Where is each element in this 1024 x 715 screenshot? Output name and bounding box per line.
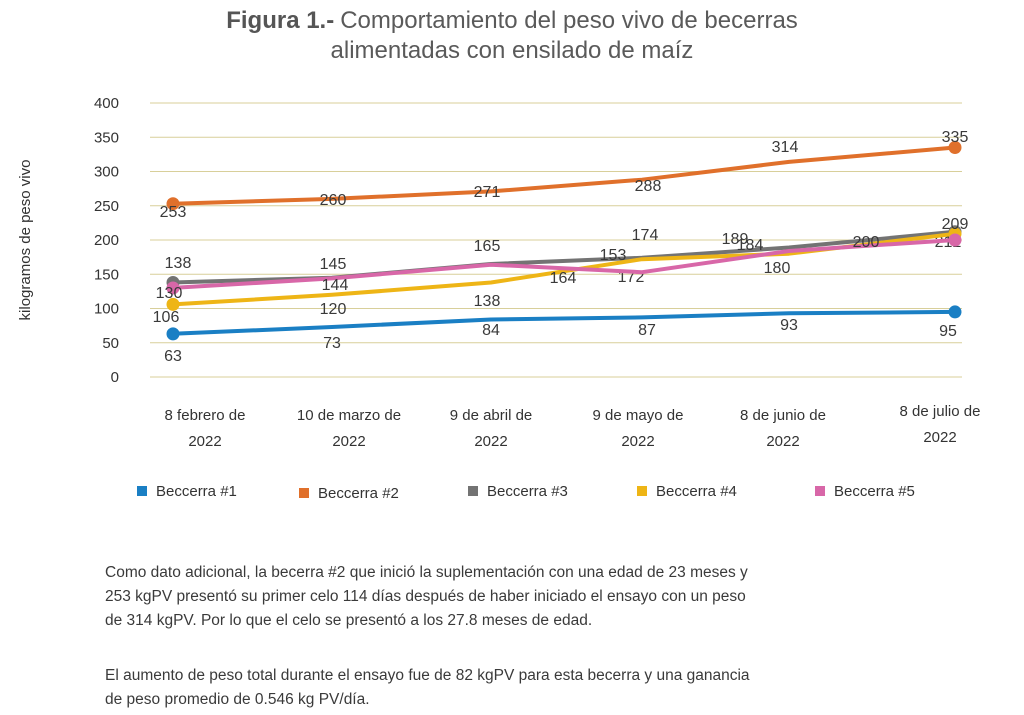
series-1-marker (166, 327, 180, 341)
data-label: 153 (600, 247, 627, 264)
data-label: 63 (164, 348, 182, 365)
x-tick-label: 8 febrero de (165, 407, 246, 424)
figure-label: Figura 1.- (226, 7, 335, 34)
data-label: 260 (320, 192, 347, 209)
figure-title-line-2: alimentadas con ensilado de maíz (330, 37, 694, 64)
series-line-1 (171, 309, 957, 336)
x-tick-label: 2022 (621, 433, 654, 450)
x-tick-label: 9 de mayo de (593, 407, 684, 424)
figure-title-text-1: Comportamiento del peso vivo de becerras (340, 7, 798, 34)
series-line-5 (171, 238, 957, 290)
legend-swatch-2 (299, 488, 309, 498)
line-chart: 0 50 100 150 200 250 300 350 400 kilogramos de pe… (17, 95, 981, 502)
paragraph-2-line-1: El aumento de peso total durante el ensa… (105, 667, 750, 684)
y-tick-label: 400 (94, 95, 119, 112)
y-tick-label: 0 (111, 369, 119, 386)
legend-label-1: Beccerra #1 (156, 483, 237, 500)
paragraph-1: Como dato adicional, la becerra #2 que i… (105, 561, 965, 633)
data-label: 144 (322, 277, 349, 294)
data-label: 174 (632, 227, 659, 244)
series-4-marker (166, 297, 180, 311)
x-tick-label: 9 de abril de (450, 407, 533, 424)
y-tick-label: 50 (102, 335, 119, 352)
legend-label-4: Beccerra #4 (656, 483, 737, 500)
x-tick-label: 2022 (188, 433, 221, 450)
y-tick-label: 350 (94, 129, 119, 146)
paragraph-1-line-1: Como dato adicional, la becerra #2 que i… (105, 564, 748, 581)
data-label: 84 (482, 322, 500, 339)
y-tick-label: 250 (94, 198, 119, 215)
data-label: 189 (722, 231, 749, 248)
data-label: 288 (635, 178, 662, 195)
series-1-marker (948, 305, 962, 319)
x-tick-label: 2022 (766, 433, 799, 450)
series-5-marker (166, 281, 180, 295)
y-tick-label: 200 (94, 232, 119, 249)
data-label: 120 (320, 301, 347, 318)
data-label: 164 (550, 270, 577, 287)
data-label: 73 (323, 335, 341, 352)
data-label: 93 (780, 317, 798, 334)
series-2-marker (948, 141, 962, 155)
data-label: 138 (165, 255, 192, 272)
data-label: 271 (474, 184, 501, 201)
paragraph-2: El aumento de peso total durante el ensa… (105, 664, 965, 712)
paragraph-1-line-2: 253 kgPV presentó su primer celo 114 día… (105, 588, 746, 605)
paragraph-1-line-3: de 314 kgPV. Por lo que el celo se prese… (105, 612, 593, 629)
data-label: 184 (737, 237, 764, 254)
legend-swatch-3 (468, 486, 478, 496)
series-5-marker (948, 233, 962, 247)
x-tick-label: 8 de junio de (740, 407, 826, 424)
x-tick-label: 2022 (923, 429, 956, 446)
data-label: 106 (153, 309, 180, 326)
y-axis-label: kilogramos de peso vivo (17, 160, 34, 321)
data-label: 180 (764, 260, 791, 277)
figure-title-line-1: Figura 1.- Comportamiento del peso vivo d… (0, 6, 1024, 36)
x-tick-label: 10 de marzo de (297, 407, 401, 424)
data-label: 130 (156, 285, 183, 302)
data-label: 209 (942, 216, 969, 233)
paragraph-2-line-2: de peso promedio de 0.546 kg PV/día. (105, 691, 370, 708)
x-tick-label: 2022 (474, 433, 507, 450)
figure-title: Figura 1.- Comportamiento del peso vivo d… (0, 6, 1024, 66)
y-tick-label: 300 (94, 164, 119, 181)
data-label: 200 (853, 234, 880, 251)
data-label: 165 (474, 238, 501, 255)
x-tick-label: 2022 (332, 433, 365, 450)
legend-swatch-4 (637, 486, 647, 496)
series-2-marker (166, 197, 180, 211)
legend-swatch-5 (815, 486, 825, 496)
legend-label-3: Beccerra #3 (487, 483, 568, 500)
legend-label-2: Beccerra #2 (318, 485, 399, 502)
y-tick-label: 100 (94, 301, 119, 318)
y-tick-label: 150 (94, 266, 119, 283)
data-label: 138 (474, 293, 501, 310)
data-label: 87 (638, 322, 656, 339)
series-line-2 (171, 145, 957, 206)
data-label: 253 (160, 204, 187, 221)
data-label: 145 (320, 256, 347, 273)
data-label: 95 (939, 323, 957, 340)
legend-swatch-1 (137, 486, 147, 496)
data-label: 335 (942, 129, 969, 146)
x-tick-label: 8 de julio de (900, 403, 981, 420)
data-label: 314 (772, 139, 799, 156)
legend-label-5: Beccerra #5 (834, 483, 915, 500)
